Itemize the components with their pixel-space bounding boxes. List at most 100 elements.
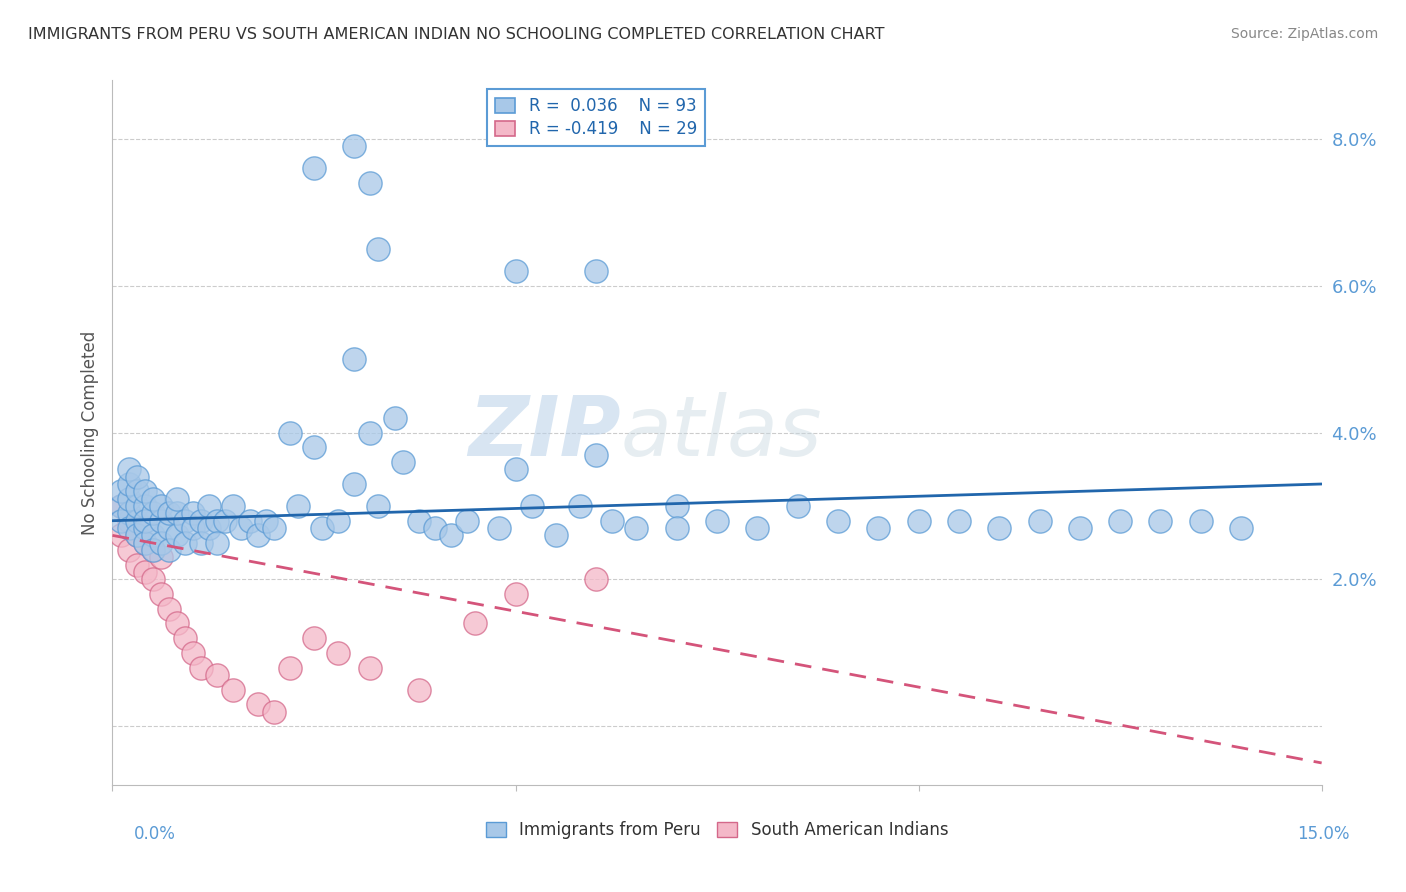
Text: 15.0%: 15.0% bbox=[1298, 825, 1350, 843]
Point bbox=[142, 543, 165, 558]
Point bbox=[384, 411, 406, 425]
Point bbox=[190, 535, 212, 549]
Point bbox=[263, 521, 285, 535]
Point bbox=[134, 514, 156, 528]
Point bbox=[246, 697, 269, 711]
Point bbox=[157, 602, 180, 616]
Point bbox=[110, 499, 132, 513]
Point bbox=[1230, 521, 1253, 535]
Point bbox=[142, 543, 165, 558]
Point bbox=[117, 507, 139, 521]
Point bbox=[134, 499, 156, 513]
Point bbox=[505, 587, 527, 601]
Point bbox=[149, 550, 172, 565]
Point bbox=[464, 616, 486, 631]
Point bbox=[125, 514, 148, 528]
Text: ZIP: ZIP bbox=[468, 392, 620, 473]
Point bbox=[263, 705, 285, 719]
Point bbox=[408, 682, 430, 697]
Point bbox=[190, 660, 212, 674]
Point bbox=[343, 139, 366, 153]
Point bbox=[149, 535, 172, 549]
Point bbox=[214, 514, 236, 528]
Point bbox=[287, 499, 309, 513]
Point bbox=[174, 514, 197, 528]
Point bbox=[134, 565, 156, 579]
Point bbox=[142, 528, 165, 542]
Point bbox=[174, 631, 197, 645]
Point bbox=[117, 491, 139, 506]
Point bbox=[125, 484, 148, 499]
Point bbox=[311, 521, 333, 535]
Point bbox=[149, 587, 172, 601]
Point bbox=[125, 528, 148, 542]
Point bbox=[706, 514, 728, 528]
Point bbox=[505, 264, 527, 278]
Legend: Immigrants from Peru, South American Indians: Immigrants from Peru, South American Ind… bbox=[478, 813, 956, 847]
Point bbox=[665, 499, 688, 513]
Point bbox=[222, 682, 245, 697]
Point bbox=[367, 242, 389, 256]
Point bbox=[149, 499, 172, 513]
Point bbox=[907, 514, 929, 528]
Point bbox=[190, 514, 212, 528]
Point bbox=[1028, 514, 1050, 528]
Point bbox=[125, 528, 148, 542]
Point bbox=[134, 521, 156, 535]
Point bbox=[1149, 514, 1171, 528]
Point bbox=[359, 660, 381, 674]
Point bbox=[198, 521, 221, 535]
Point bbox=[585, 448, 607, 462]
Point bbox=[367, 499, 389, 513]
Point bbox=[868, 521, 890, 535]
Point bbox=[585, 573, 607, 587]
Point bbox=[359, 425, 381, 440]
Point bbox=[302, 161, 325, 176]
Point bbox=[246, 528, 269, 542]
Point bbox=[157, 521, 180, 535]
Point bbox=[278, 660, 301, 674]
Point bbox=[520, 499, 543, 513]
Point bbox=[585, 264, 607, 278]
Point bbox=[569, 499, 592, 513]
Point bbox=[166, 491, 188, 506]
Text: IMMIGRANTS FROM PERU VS SOUTH AMERICAN INDIAN NO SCHOOLING COMPLETED CORRELATION: IMMIGRANTS FROM PERU VS SOUTH AMERICAN I… bbox=[28, 27, 884, 42]
Point bbox=[142, 507, 165, 521]
Point bbox=[157, 507, 180, 521]
Point bbox=[207, 514, 229, 528]
Point bbox=[408, 514, 430, 528]
Point bbox=[110, 484, 132, 499]
Point bbox=[254, 514, 277, 528]
Point bbox=[198, 499, 221, 513]
Point bbox=[948, 514, 970, 528]
Point bbox=[117, 543, 139, 558]
Point bbox=[440, 528, 463, 542]
Point bbox=[110, 499, 132, 513]
Point bbox=[134, 535, 156, 549]
Point bbox=[988, 521, 1011, 535]
Point bbox=[359, 176, 381, 190]
Point bbox=[544, 528, 567, 542]
Point bbox=[142, 573, 165, 587]
Point bbox=[600, 514, 623, 528]
Point bbox=[125, 499, 148, 513]
Point bbox=[125, 469, 148, 483]
Point bbox=[166, 616, 188, 631]
Point bbox=[174, 535, 197, 549]
Point bbox=[149, 514, 172, 528]
Text: 0.0%: 0.0% bbox=[134, 825, 176, 843]
Point bbox=[302, 440, 325, 454]
Point bbox=[181, 507, 204, 521]
Point bbox=[117, 521, 139, 535]
Text: Source: ZipAtlas.com: Source: ZipAtlas.com bbox=[1230, 27, 1378, 41]
Point bbox=[665, 521, 688, 535]
Point bbox=[125, 558, 148, 572]
Point bbox=[786, 499, 808, 513]
Point bbox=[747, 521, 769, 535]
Point bbox=[626, 521, 648, 535]
Point bbox=[134, 484, 156, 499]
Point bbox=[1189, 514, 1212, 528]
Point bbox=[302, 631, 325, 645]
Point bbox=[1069, 521, 1091, 535]
Text: atlas: atlas bbox=[620, 392, 823, 473]
